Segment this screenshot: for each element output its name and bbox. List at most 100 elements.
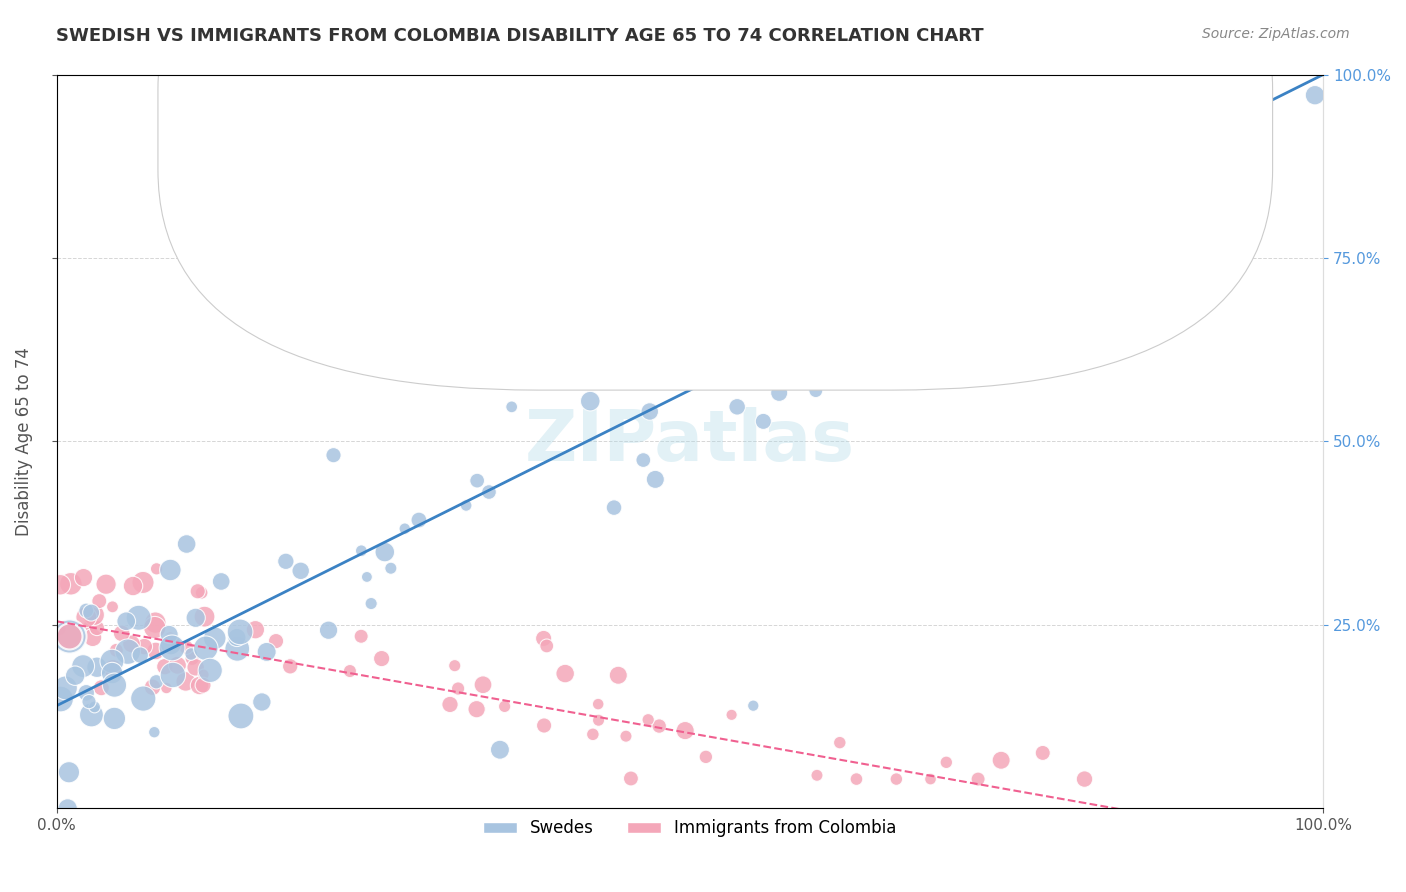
Point (188, 679, 211, 693)
Point (1140, 137, 1163, 152)
Point (145, 562, 167, 576)
Point (394, 522, 416, 536)
Point (806, 768, 828, 782)
Point (155, 681, 177, 695)
Point (644, 472, 666, 486)
Text: Source: ZipAtlas.com: Source: ZipAtlas.com (1202, 27, 1350, 41)
Point (194, 641, 217, 656)
Point (278, 659, 301, 673)
Point (122, 579, 145, 593)
Point (204, 631, 226, 645)
Point (160, 640, 183, 655)
Text: ZIPatlas: ZIPatlas (524, 407, 855, 476)
Point (889, 266, 911, 280)
Point (174, 640, 197, 655)
Point (82, 631, 104, 645)
Point (1167, 126, 1189, 140)
Point (638, 404, 661, 418)
Point (193, 667, 215, 681)
Point (920, 772, 942, 786)
Point (990, 753, 1012, 767)
Point (83, 607, 105, 622)
Point (439, 698, 461, 712)
Point (101, 666, 124, 681)
Point (695, 750, 717, 764)
Point (588, 713, 610, 727)
Point (103, 711, 125, 725)
Point (350, 543, 373, 558)
Point (494, 699, 516, 714)
Point (63, 668, 86, 682)
Point (614, 729, 637, 743)
Point (465, 474, 488, 488)
Point (115, 614, 138, 628)
Point (226, 641, 249, 656)
Point (75, 610, 97, 624)
Point (447, 681, 470, 696)
Point (187, 584, 209, 599)
Point (886, 772, 908, 786)
Point (105, 643, 128, 657)
Point (374, 545, 396, 559)
Point (229, 709, 252, 723)
Point (1073, 171, 1095, 186)
Point (408, 513, 430, 527)
Point (193, 609, 215, 624)
Point (648, 719, 671, 733)
Point (768, 385, 790, 400)
Point (725, 319, 748, 334)
Point (465, 702, 488, 716)
Point (153, 659, 176, 673)
Point (101, 599, 124, 614)
Point (1303, 88, 1326, 103)
Point (229, 624, 252, 639)
Point (718, 345, 741, 359)
Point (1140, 144, 1163, 158)
Point (935, 756, 957, 770)
Point (652, 356, 675, 370)
Point (1083, 219, 1105, 233)
Point (554, 666, 576, 681)
Point (143, 621, 166, 635)
Point (86, 660, 108, 674)
Point (86, 621, 108, 635)
Point (845, 772, 868, 786)
Point (55, 681, 77, 695)
Point (1126, 243, 1149, 257)
Point (752, 414, 775, 428)
Point (145, 644, 167, 658)
Point (111, 626, 134, 640)
Point (191, 678, 214, 692)
Point (129, 648, 152, 662)
Point (48, 622, 70, 636)
Point (603, 500, 626, 515)
Point (75, 603, 97, 617)
Point (828, 736, 851, 750)
Point (967, 772, 990, 786)
Point (478, 485, 501, 500)
Point (103, 678, 125, 692)
Point (1073, 772, 1095, 786)
Point (200, 664, 222, 678)
Point (77, 695, 100, 709)
Point (72, 659, 94, 673)
Point (159, 563, 181, 577)
Point (1187, 68, 1209, 82)
Point (181, 651, 204, 665)
Point (83, 700, 105, 714)
Point (58, 629, 80, 643)
Point (536, 639, 558, 653)
Point (132, 691, 155, 706)
Point (977, 210, 1000, 224)
Point (633, 453, 655, 467)
Point (356, 570, 378, 584)
Point (1168, 97, 1191, 112)
Point (607, 668, 630, 682)
Point (94, 577, 117, 591)
Point (995, 302, 1018, 317)
Point (322, 448, 344, 462)
Point (665, 331, 688, 345)
Point (174, 674, 197, 689)
Point (101, 662, 124, 676)
Point (80, 708, 103, 723)
